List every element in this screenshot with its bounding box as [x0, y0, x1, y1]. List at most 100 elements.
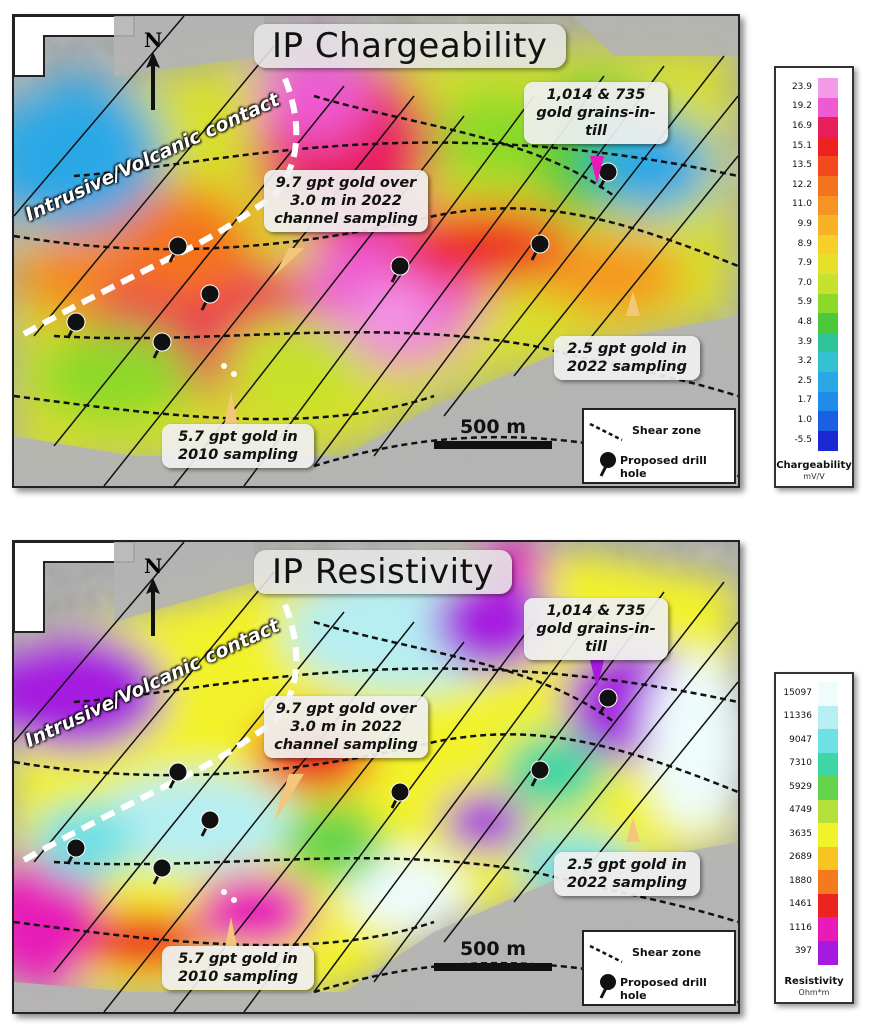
intrusive-volcanic-contact-line — [22, 600, 300, 863]
scale-bar-graphic — [434, 441, 552, 449]
colorbar-swatch — [818, 870, 838, 894]
colorbar-swatch — [818, 313, 838, 334]
colorbar-tick-label: 1.7 — [797, 395, 812, 406]
colorbar-tick-label: 8.9 — [797, 238, 812, 249]
north-arrow-icon — [146, 52, 161, 110]
legend-drill-hole: Proposed drill hole — [620, 976, 707, 1002]
colorbar-swatch — [818, 799, 838, 824]
colorbar-swatch — [818, 78, 838, 99]
colorbar-tick-label: 2689 — [789, 852, 812, 863]
colorbar-tick-label: 9.9 — [797, 219, 812, 229]
colorbar-swatch — [818, 352, 838, 373]
scale-label: 500 m — [459, 938, 527, 960]
gold-grain-pointer — [590, 660, 604, 688]
sample-2010-callout: 5.7 gpt gold in 2010 sampling — [162, 946, 314, 990]
colorbar-swatch — [818, 940, 838, 965]
colorbar-swatch — [818, 752, 838, 777]
colorbar-tick-label: 23.9 — [791, 81, 812, 92]
colorbar-swatch — [818, 234, 838, 255]
map-legend: Shear zone Proposed drill hole — [582, 930, 736, 1006]
colorbar-swatch — [818, 195, 838, 216]
drill-hole — [200, 284, 220, 311]
colorbar-tick-label: 12.2 — [791, 179, 812, 190]
colorbar-swatch — [818, 136, 838, 157]
colorbar-tick-label: 3635 — [789, 828, 812, 839]
channel-sample-pointer — [274, 774, 304, 822]
colorbar-swatch — [818, 156, 838, 177]
colorbar-swatch — [818, 682, 838, 706]
scale-bar: 500 m — [434, 938, 552, 971]
sample-2010-callout: 5.7 gpt gold in 2010 sampling — [162, 424, 314, 468]
colorbar-tick-label: 397 — [794, 946, 812, 957]
drill-hole — [152, 858, 172, 885]
sample-2022-pointer — [626, 817, 640, 842]
legend-shear-zone: Shear zone — [632, 424, 702, 437]
chargeability-colorbar: 23.9 19.2 16.9 15.1 13.5 12.2 11.0 9.9 8.9 7.9 7.0… — [774, 66, 854, 488]
colorbar-swatch — [818, 917, 838, 941]
drill-hole — [168, 236, 188, 263]
panel-title: IP Chargeability — [254, 24, 566, 68]
colorbar-tick-label: 1461 — [789, 899, 812, 910]
drill-hole — [390, 256, 410, 283]
drill-hole — [152, 332, 172, 359]
colorbar-tick-label: 1116 — [789, 922, 812, 933]
colorbar-title: Chargeability — [776, 460, 852, 471]
colorbar-swatch — [818, 411, 838, 432]
colorbar-tick-label: 15.1 — [791, 140, 812, 151]
colorbar-swatch — [818, 705, 838, 730]
drill-holes — [66, 162, 618, 359]
scale-bar: 500 m — [434, 416, 552, 449]
scale-label: 500 m — [459, 416, 527, 438]
drill-hole — [66, 838, 86, 865]
colorbar-tick-label: 13.5 — [791, 160, 812, 171]
colorbar-swatch — [818, 254, 838, 275]
panel-title: IP Resistivity — [254, 550, 513, 594]
colorbar-swatch — [818, 893, 838, 918]
drill-hole — [66, 312, 86, 339]
north-label: N — [144, 28, 163, 52]
colorbar-swatch — [818, 823, 838, 847]
colorbar-tick-label: 1.0 — [797, 415, 812, 425]
channel-sample-callout: 9.7 gpt gold over 3.0 m in 2022 channel … — [264, 696, 428, 758]
colorbar-swatch — [818, 430, 838, 451]
sample-2022-callout: 2.5 gpt gold in 2022 sampling — [554, 852, 700, 896]
colorbar-swatch — [818, 215, 838, 236]
colorbar-swatch — [818, 332, 838, 353]
colorbar-tick-label: 11336 — [783, 711, 812, 722]
colorbar-unit: mV/V — [803, 472, 825, 481]
colorbar-swatch — [818, 391, 838, 412]
intrusive-volcanic-contact-line — [22, 74, 300, 337]
colorbar-swatch — [818, 846, 838, 871]
colorbar-swatch — [818, 776, 838, 800]
resistivity-map-panel: IP Resistivity N Intrusive/Volcanic cont… — [12, 540, 740, 1014]
colorbar-swatch — [818, 729, 838, 753]
drill-holes — [66, 688, 618, 885]
drill-hole — [168, 762, 188, 789]
colorbar-tick-label: 3.2 — [797, 356, 812, 367]
resistivity-colorbar: 15097 11336 9047 7310 5929 4749 3635 2689 1880 14… — [774, 672, 854, 1004]
colorbar-tick-label: 4.8 — [797, 317, 812, 327]
legend-drill-hole: Proposed drill hole — [620, 454, 707, 480]
colorbar-tick-label: 2.5 — [797, 375, 812, 386]
map-legend: Shear zone Proposed drill hole — [582, 408, 736, 484]
colorbar-tick-label: 3.9 — [797, 336, 812, 347]
gold-grain-pointer — [590, 156, 604, 184]
colorbar-tick-label: -5.5 — [794, 434, 812, 445]
colorbar-tick-label: 5.9 — [797, 297, 812, 308]
colorbar-swatch — [818, 176, 838, 197]
shear-zone-icon — [589, 944, 623, 964]
gold-grains-callout: 1,014 & 735 gold grains-in-till — [524, 82, 668, 144]
sample-2022-pointer — [626, 291, 640, 316]
shear-zone-icon — [589, 422, 623, 442]
colorbar-swatch — [818, 97, 838, 118]
colorbar-title: Resistivity — [784, 976, 844, 987]
colorbar-tick-label: 15097 — [783, 687, 812, 698]
colorbar-unit: Ohm*m — [798, 988, 830, 997]
gold-grains-callout: 1,014 & 735 gold grains-in-till — [524, 598, 668, 660]
colorbar-tick-label: 11.0 — [791, 199, 812, 210]
colorbar-swatch — [818, 117, 838, 138]
colorbar-tick-label: 16.9 — [791, 121, 812, 131]
drill-hole — [530, 234, 550, 261]
colorbar-tick-label: 1880 — [789, 875, 812, 886]
north-arrow: N — [144, 554, 162, 641]
